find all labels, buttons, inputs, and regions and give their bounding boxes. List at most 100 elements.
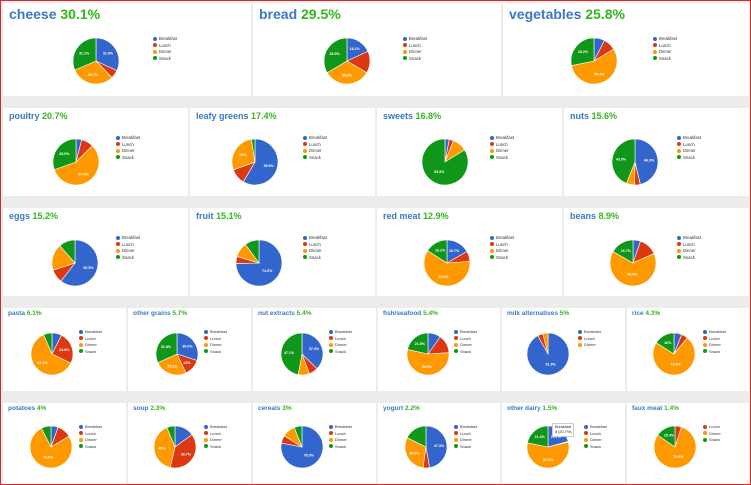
chart-title-percent: 1.5%: [542, 405, 558, 412]
pie-slice-snack[interactable]: [251, 138, 256, 163]
legend-label: Breakfast: [85, 329, 102, 334]
legend-label: Lunch: [335, 335, 346, 341]
legend-label: Dinner: [85, 437, 97, 442]
legend-label: Dinner: [496, 248, 509, 253]
legend-marker-icon: [116, 135, 120, 140]
pie-slice-breakfast[interactable]: [280, 425, 324, 469]
pie-slice-dinner[interactable]: [157, 353, 187, 376]
pie-slice-dinner[interactable]: [231, 138, 256, 171]
chart-title-percent: 15.6%: [591, 111, 618, 121]
pie-slice-breakfast[interactable]: [95, 37, 120, 72]
pie-slice-snack[interactable]: [166, 425, 176, 448]
legend-marker-icon: [584, 444, 588, 449]
pie-chart: 73.0% 16%: [652, 332, 696, 376]
legend-label: Dinner: [122, 248, 135, 253]
legend-marker-icon: [454, 342, 458, 347]
legend-label: Lunch: [683, 241, 695, 247]
chart-title-percent: 2.2%: [405, 405, 420, 412]
chart-panel-nuts: nuts 15.6% 46.3% 43.9% Breakfast Lunch Dinner…: [564, 108, 749, 196]
pie-slice-breakfast[interactable]: [242, 138, 279, 186]
pie-slice-dinner[interactable]: [653, 426, 697, 469]
legend-marker-icon: [116, 255, 120, 260]
pie-slice-snack[interactable]: [72, 37, 97, 71]
pie-slice-dinner[interactable]: [30, 334, 72, 376]
legend-marker-icon: [303, 148, 307, 153]
pie-slice-dinner[interactable]: [404, 437, 427, 469]
pie-slice-dinner[interactable]: [423, 250, 471, 287]
legend-label: Lunch: [85, 430, 96, 436]
chart-panel-other-grains: other grains 5.7% 30.0% 13% 25.2% 31.8% Break…: [128, 308, 251, 391]
pie-slice-snack[interactable]: [527, 425, 549, 448]
pie-slice-breakfast[interactable]: [176, 332, 199, 361]
legend-marker-icon: [329, 336, 333, 341]
legend-marker-icon: [703, 349, 707, 354]
pie-slice-snack[interactable]: [293, 425, 303, 448]
pie-slice-snack[interactable]: [570, 37, 595, 66]
pie-slice-breakfast[interactable]: [526, 332, 570, 376]
pie-slice-dinner[interactable]: [406, 349, 450, 376]
pie-slice-dinner[interactable]: [571, 48, 618, 85]
pie-slice-dinner[interactable]: [29, 427, 73, 469]
pie-slice-label: 28%: [239, 153, 247, 157]
pie-slice-snack[interactable]: [41, 425, 52, 448]
pie-slice-lunch[interactable]: [169, 434, 197, 469]
pie-slice-dinner[interactable]: [74, 60, 113, 85]
legend-marker-icon: [79, 336, 83, 341]
chart-title: sweets 16.8%: [383, 111, 441, 121]
pie-slice-dinner[interactable]: [652, 337, 696, 376]
pie-slice-label: 57.0%: [78, 172, 89, 176]
pie-slice-breakfast[interactable]: [60, 239, 99, 287]
pie-slice-snack[interactable]: [612, 239, 634, 264]
chart-panel-potatoes: potatoes 4% 76.0% Breakfast Lunch Dinner Snac…: [3, 403, 126, 484]
legend-label: Dinner: [85, 342, 97, 347]
pie-slice-dinner[interactable]: [326, 60, 368, 85]
pie-slice-dinner[interactable]: [153, 427, 176, 468]
chart-title: beans 8.9%: [570, 211, 619, 221]
pie-slice-label: 31.1%: [79, 51, 90, 55]
pie-slice-snack[interactable]: [421, 138, 469, 186]
legend-label: Dinner: [496, 148, 509, 153]
pie-slice-breakfast[interactable]: [634, 138, 659, 185]
legend-label: Snack: [460, 348, 472, 354]
pie-slice-snack[interactable]: [280, 332, 303, 376]
pie-slice-breakfast[interactable]: [301, 332, 324, 370]
legend-marker-icon: [703, 431, 707, 436]
pie-slice-snack[interactable]: [155, 332, 178, 364]
pie-slice-snack[interactable]: [657, 425, 676, 448]
pie-slice-label: 54.5%: [422, 365, 433, 369]
pie-slice-snack[interactable]: [406, 425, 427, 448]
pie-slice-snack[interactable]: [323, 37, 348, 74]
pie-slice-dinner[interactable]: [609, 251, 657, 287]
chart-panel-sweets: sweets 16.8% 83.8% Breakfast Lunch Dinner Sna…: [377, 108, 562, 196]
pie-slice-snack[interactable]: [427, 239, 448, 264]
chart-title-percent: 15.1%: [216, 211, 242, 221]
chart-panel-bread: bread 29.5% 18.1% 33.0% 33.5% Breakfast Lunch…: [253, 3, 501, 96]
pie-slice-breakfast[interactable]: [425, 425, 448, 469]
chart-title: cheese 30.1%: [9, 6, 100, 22]
chart-title-percent: 1.4%: [664, 405, 679, 412]
pie-slice-label: 60.0%: [438, 275, 449, 279]
chart-panel-yogurt: yogurt 2.2% 47.3% 30.0% Breakfast Lunch Dinne…: [378, 403, 500, 484]
pie-chart: 60.5%: [51, 239, 99, 287]
pie-slice-snack[interactable]: [52, 138, 77, 171]
chart-title: pasta 6.1%: [8, 310, 42, 317]
pie-slice-label: 57.0%: [543, 458, 554, 462]
legend-label: Snack: [85, 443, 97, 449]
pie-chart: 83.8%: [421, 138, 469, 186]
pie-slice-dinner[interactable]: [526, 441, 570, 469]
legend-label: Breakfast: [590, 424, 607, 429]
chart-title-percent: 4%: [36, 405, 47, 412]
pie-slice-label: 37.3%: [309, 347, 320, 351]
pie-slice-snack[interactable]: [655, 332, 675, 355]
pie-slice-snack[interactable]: [245, 239, 260, 264]
pie-slice-snack[interactable]: [611, 138, 636, 184]
pie-slice-snack[interactable]: [59, 239, 76, 264]
pie-slice-dinner[interactable]: [542, 332, 549, 355]
pie-slice-snack[interactable]: [43, 332, 53, 355]
chart-title: eggs 15.2%: [9, 211, 58, 221]
pie-slice-dinner[interactable]: [53, 145, 100, 186]
pie-slice-label: 76.0%: [43, 455, 54, 459]
pie-slice-snack[interactable]: [407, 332, 429, 355]
pie-slice-label: 38.7%: [181, 452, 192, 456]
legend-label: Lunch: [709, 335, 720, 341]
